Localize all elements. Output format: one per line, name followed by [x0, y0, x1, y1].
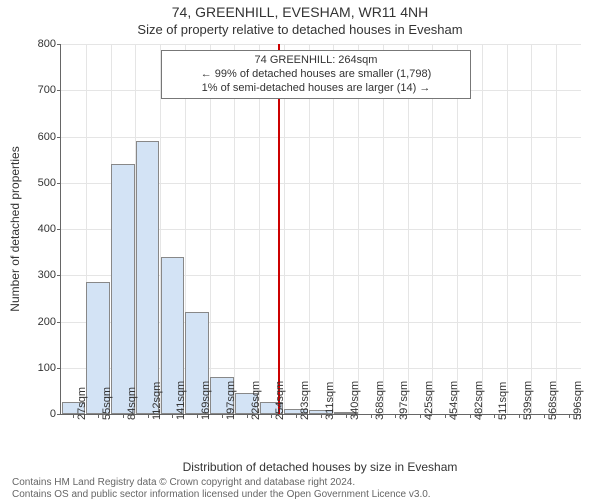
y-tick-label: 0 [16, 408, 56, 420]
plot-area: 74 GREENHILL: 264sqm ← 99% of detached h… [60, 44, 581, 415]
gridline-h [61, 44, 581, 45]
gridline-v [383, 44, 384, 414]
y-tick-mark [57, 90, 61, 91]
y-tick-mark [57, 275, 61, 276]
gridline-v [333, 44, 334, 414]
y-tick-label: 700 [16, 84, 56, 96]
annotation-box: 74 GREENHILL: 264sqm ← 99% of detached h… [161, 50, 471, 99]
y-tick-mark [57, 44, 61, 45]
page-subtitle: Size of property relative to detached ho… [0, 22, 600, 37]
gridline-v [432, 44, 433, 414]
y-tick-label: 200 [16, 316, 56, 328]
y-tick-label: 300 [16, 269, 56, 281]
y-tick-mark [57, 322, 61, 323]
y-tick-mark [57, 414, 61, 415]
gridline-v [210, 44, 211, 414]
gridline-v [309, 44, 310, 414]
footer-copyright-2: Contains OS and public sector informatio… [12, 489, 431, 500]
annotation-line1: 74 GREENHILL: 264sqm [168, 54, 464, 68]
gridline-v [507, 44, 508, 414]
y-tick-label: 100 [16, 362, 56, 374]
gridline-v [531, 44, 532, 414]
page-title: 74, GREENHILL, EVESHAM, WR11 4NH [0, 4, 600, 20]
gridline-v [259, 44, 260, 414]
y-tick-mark [57, 229, 61, 230]
gridline-v [556, 44, 557, 414]
y-tick-mark [57, 183, 61, 184]
gridline-v [482, 44, 483, 414]
x-tick-label: 596sqm [572, 381, 600, 420]
y-tick-label: 600 [16, 131, 56, 143]
x-tick-mark [73, 414, 74, 418]
y-tick-label: 500 [16, 177, 56, 189]
y-tick-label: 400 [16, 223, 56, 235]
y-tick-mark [57, 368, 61, 369]
histogram-bar [111, 164, 135, 414]
y-tick-mark [57, 137, 61, 138]
gridline-v [234, 44, 235, 414]
y-tick-label: 800 [16, 38, 56, 50]
histogram-bar [136, 141, 160, 414]
annotation-line2: ← 99% of detached houses are smaller (1,… [168, 68, 464, 82]
marker-line [278, 44, 280, 414]
gridline-v [358, 44, 359, 414]
chart-container: 74, GREENHILL, EVESHAM, WR11 4NH Size of… [0, 0, 600, 500]
gridline-h [61, 137, 581, 138]
gridline-v [457, 44, 458, 414]
annotation-line3: 1% of semi-detached houses are larger (1… [168, 82, 464, 96]
gridline-v [284, 44, 285, 414]
footer-copyright-1: Contains HM Land Registry data © Crown c… [12, 477, 355, 488]
gridline-v [408, 44, 409, 414]
x-axis-label: Distribution of detached houses by size … [60, 460, 580, 474]
